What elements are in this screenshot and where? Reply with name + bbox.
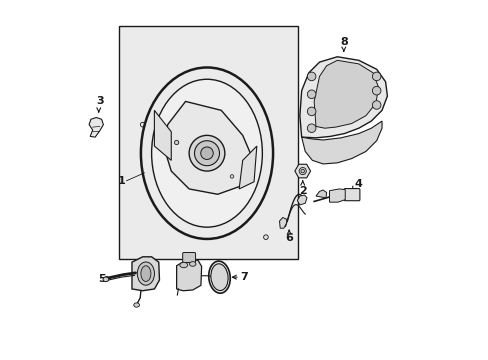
Text: 8: 8 [339,37,347,48]
Ellipse shape [307,72,315,81]
Polygon shape [176,259,201,291]
Polygon shape [297,195,306,205]
Text: 2: 2 [298,186,306,196]
Text: 3: 3 [96,96,103,107]
Polygon shape [89,117,103,137]
Ellipse shape [189,262,196,266]
Polygon shape [313,60,378,128]
Ellipse shape [103,277,108,282]
Polygon shape [299,57,386,138]
Ellipse shape [174,140,179,145]
FancyBboxPatch shape [344,189,359,201]
Text: 6: 6 [285,233,292,243]
Bar [119,26,298,258]
Ellipse shape [137,262,154,285]
Ellipse shape [307,124,315,132]
FancyBboxPatch shape [183,252,195,262]
Ellipse shape [201,147,213,159]
Ellipse shape [189,135,224,171]
Ellipse shape [230,175,233,178]
Polygon shape [154,111,171,160]
Ellipse shape [372,101,380,109]
Ellipse shape [300,169,304,173]
Ellipse shape [194,141,219,166]
Ellipse shape [180,262,187,268]
Ellipse shape [141,266,151,282]
Polygon shape [315,190,326,198]
Polygon shape [329,189,345,202]
Ellipse shape [299,167,305,175]
Text: 5: 5 [98,274,105,284]
Text: 4: 4 [354,179,362,189]
Ellipse shape [208,261,230,293]
Text: 7: 7 [240,272,248,282]
Polygon shape [239,146,256,189]
Ellipse shape [263,235,268,239]
Polygon shape [279,217,286,228]
Ellipse shape [134,303,139,307]
Text: 1: 1 [117,176,125,186]
Polygon shape [301,121,381,164]
Ellipse shape [307,90,315,99]
Ellipse shape [210,264,227,291]
Ellipse shape [307,107,315,116]
Ellipse shape [372,86,380,95]
Ellipse shape [151,79,262,227]
Ellipse shape [372,72,380,81]
Polygon shape [164,102,253,194]
Polygon shape [132,257,159,291]
